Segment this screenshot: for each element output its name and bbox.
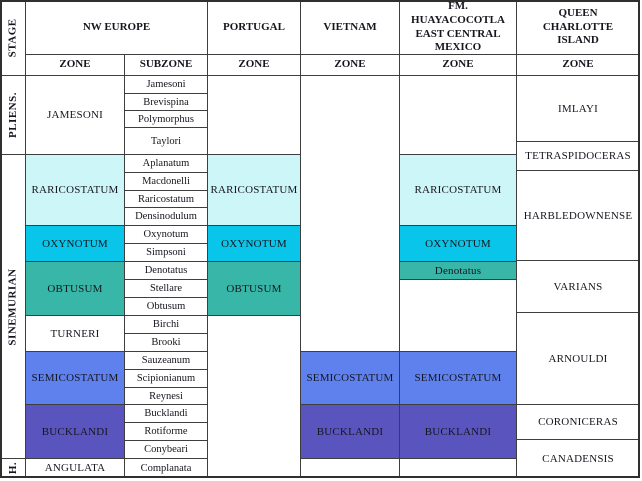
portugal-empty-upper xyxy=(207,75,301,155)
nw-zone-angulata: ANGULATA xyxy=(25,458,125,478)
stage-hettangian-label: H. xyxy=(7,461,19,475)
region-header-vietnam-label: VIETNAM xyxy=(323,20,377,33)
vietnam-zone-semicostatum: SEMICOSTATUM xyxy=(300,351,400,405)
subzone-sauzeanum: Sauzeanum xyxy=(124,351,208,370)
mexico-empty-upper xyxy=(399,75,517,155)
portugal-zone-raricostatum: RARICOSTATUM xyxy=(207,154,301,226)
stage-sinemurian-label: SINEMURIAN xyxy=(7,267,19,346)
qci-zone-arnouldi: ARNOULDI xyxy=(516,312,640,405)
portugal-empty-lower xyxy=(207,315,301,478)
vietnam-empty-lower xyxy=(300,458,400,478)
subzone-complanata: Complanata xyxy=(124,458,208,478)
mexico-zone-bucklandi: BUCKLANDI xyxy=(399,404,517,459)
subzone-aplanatum: Aplanatum xyxy=(124,154,208,173)
region-header-vietnam: VIETNAM xyxy=(300,0,400,55)
region-header-mexico-label: FM. HUAYACOCOTLA EAST CENTRAL MEXICO xyxy=(411,0,505,54)
subzone-bucklandi: Bucklandi xyxy=(124,404,208,423)
subzone-densinodulum: Densinodulum xyxy=(124,207,208,226)
subzone-obtusum: Obtusum xyxy=(124,297,208,316)
subzone-stellare: Stellare xyxy=(124,279,208,298)
qci-zone-tetraspidoceras: TETRASPIDOCERAS xyxy=(516,141,640,171)
mexico-zone-raricostatum: RARICOSTATUM xyxy=(399,154,517,226)
subzone-brevispina: Brevispina xyxy=(124,93,208,111)
nw-zone-turneri: TURNERI xyxy=(25,315,125,352)
subzone-macdonelli: Macdonelli xyxy=(124,172,208,191)
subzone-taylori: Taylori xyxy=(124,127,208,155)
subzone-polymorphus: Polymorphus xyxy=(124,110,208,128)
portugal-zone-header: ZONE xyxy=(207,54,301,76)
qci-zone-coroniceras: CORONICERAS xyxy=(516,404,640,440)
subzone-jamesoni: Jamesoni xyxy=(124,75,208,94)
subzone-simpsoni: Simpsoni xyxy=(124,243,208,262)
stage-hettangian: H. xyxy=(0,458,26,478)
nw-zone-oxynotum: OXYNOTUM xyxy=(25,225,125,262)
subzone-denotatus: Denotatus xyxy=(124,261,208,280)
subzone-birchi: Birchi xyxy=(124,315,208,334)
stage-header-label: STAGE xyxy=(6,18,19,58)
region-header-queen-charlotte-island: QUEEN CHARLOTTE ISLAND xyxy=(516,0,640,55)
mexico-empty-lower xyxy=(399,458,517,478)
portugal-zone-oxynotum: OXYNOTUM xyxy=(207,225,301,262)
nw-zone-bucklandi: BUCKLANDI xyxy=(25,404,125,459)
mexico-zone-header: ZONE xyxy=(399,54,517,76)
vietnam-zone-header: ZONE xyxy=(300,54,400,76)
stage-column-header: STAGE xyxy=(0,0,26,76)
region-header-portugal: PORTUGAL xyxy=(207,0,301,55)
mexico-zone-denotatus: Denotatus xyxy=(399,261,517,280)
mexico-zone-oxynotum: OXYNOTUM xyxy=(399,225,517,262)
nw-europe-zone-header: ZONE xyxy=(25,54,125,76)
qci-zone-imlayi: IMLAYI xyxy=(516,75,640,142)
mexico-empty-middle xyxy=(399,279,517,352)
subzone-scipionianum: Scipionianum xyxy=(124,369,208,388)
stage-sinemurian: SINEMURIAN xyxy=(0,154,26,459)
subzone-raricostatum: Raricostatum xyxy=(124,190,208,208)
nw-zone-raricostatum: RARICOSTATUM xyxy=(25,154,125,226)
stage-pliensbachian: PLIENS. xyxy=(0,75,26,155)
region-header-qci-label: QUEEN CHARLOTTE ISLAND xyxy=(542,6,614,47)
nw-europe-subzone-header: SUBZONE xyxy=(124,54,208,76)
mexico-zone-semicostatum: SEMICOSTATUM xyxy=(399,351,517,405)
nw-zone-obtusum: OBTUSUM xyxy=(25,261,125,316)
region-header-nw-europe: NW EUROPE xyxy=(25,0,208,55)
qci-zone-varians: VARIANS xyxy=(516,260,640,313)
portugal-zone-obtusum: OBTUSUM xyxy=(207,261,301,316)
vietnam-zone-bucklandi: BUCKLANDI xyxy=(300,404,400,459)
qci-zone-canadensis: CANADENSIS xyxy=(516,439,640,478)
qci-zone-header: ZONE xyxy=(516,54,640,76)
nw-zone-jamesoni: JAMESONI xyxy=(25,75,125,155)
stage-pliensbachian-label: PLIENS. xyxy=(7,92,19,138)
subzone-reynesi: Reynesi xyxy=(124,387,208,405)
region-header-mexico: FM. HUAYACOCOTLA EAST CENTRAL MEXICO xyxy=(399,0,517,55)
subzone-conybeari: Conybeari xyxy=(124,440,208,459)
subzone-rotiforme: Rotiforme xyxy=(124,422,208,441)
nw-zone-semicostatum: SEMICOSTATUM xyxy=(25,351,125,405)
subzone-oxynotum: Oxynotum xyxy=(124,225,208,244)
qci-zone-harbledownense: HARBLEDOWNENSE xyxy=(516,170,640,261)
vietnam-empty-upper xyxy=(300,75,400,352)
subzone-brooki: Brooki xyxy=(124,333,208,352)
